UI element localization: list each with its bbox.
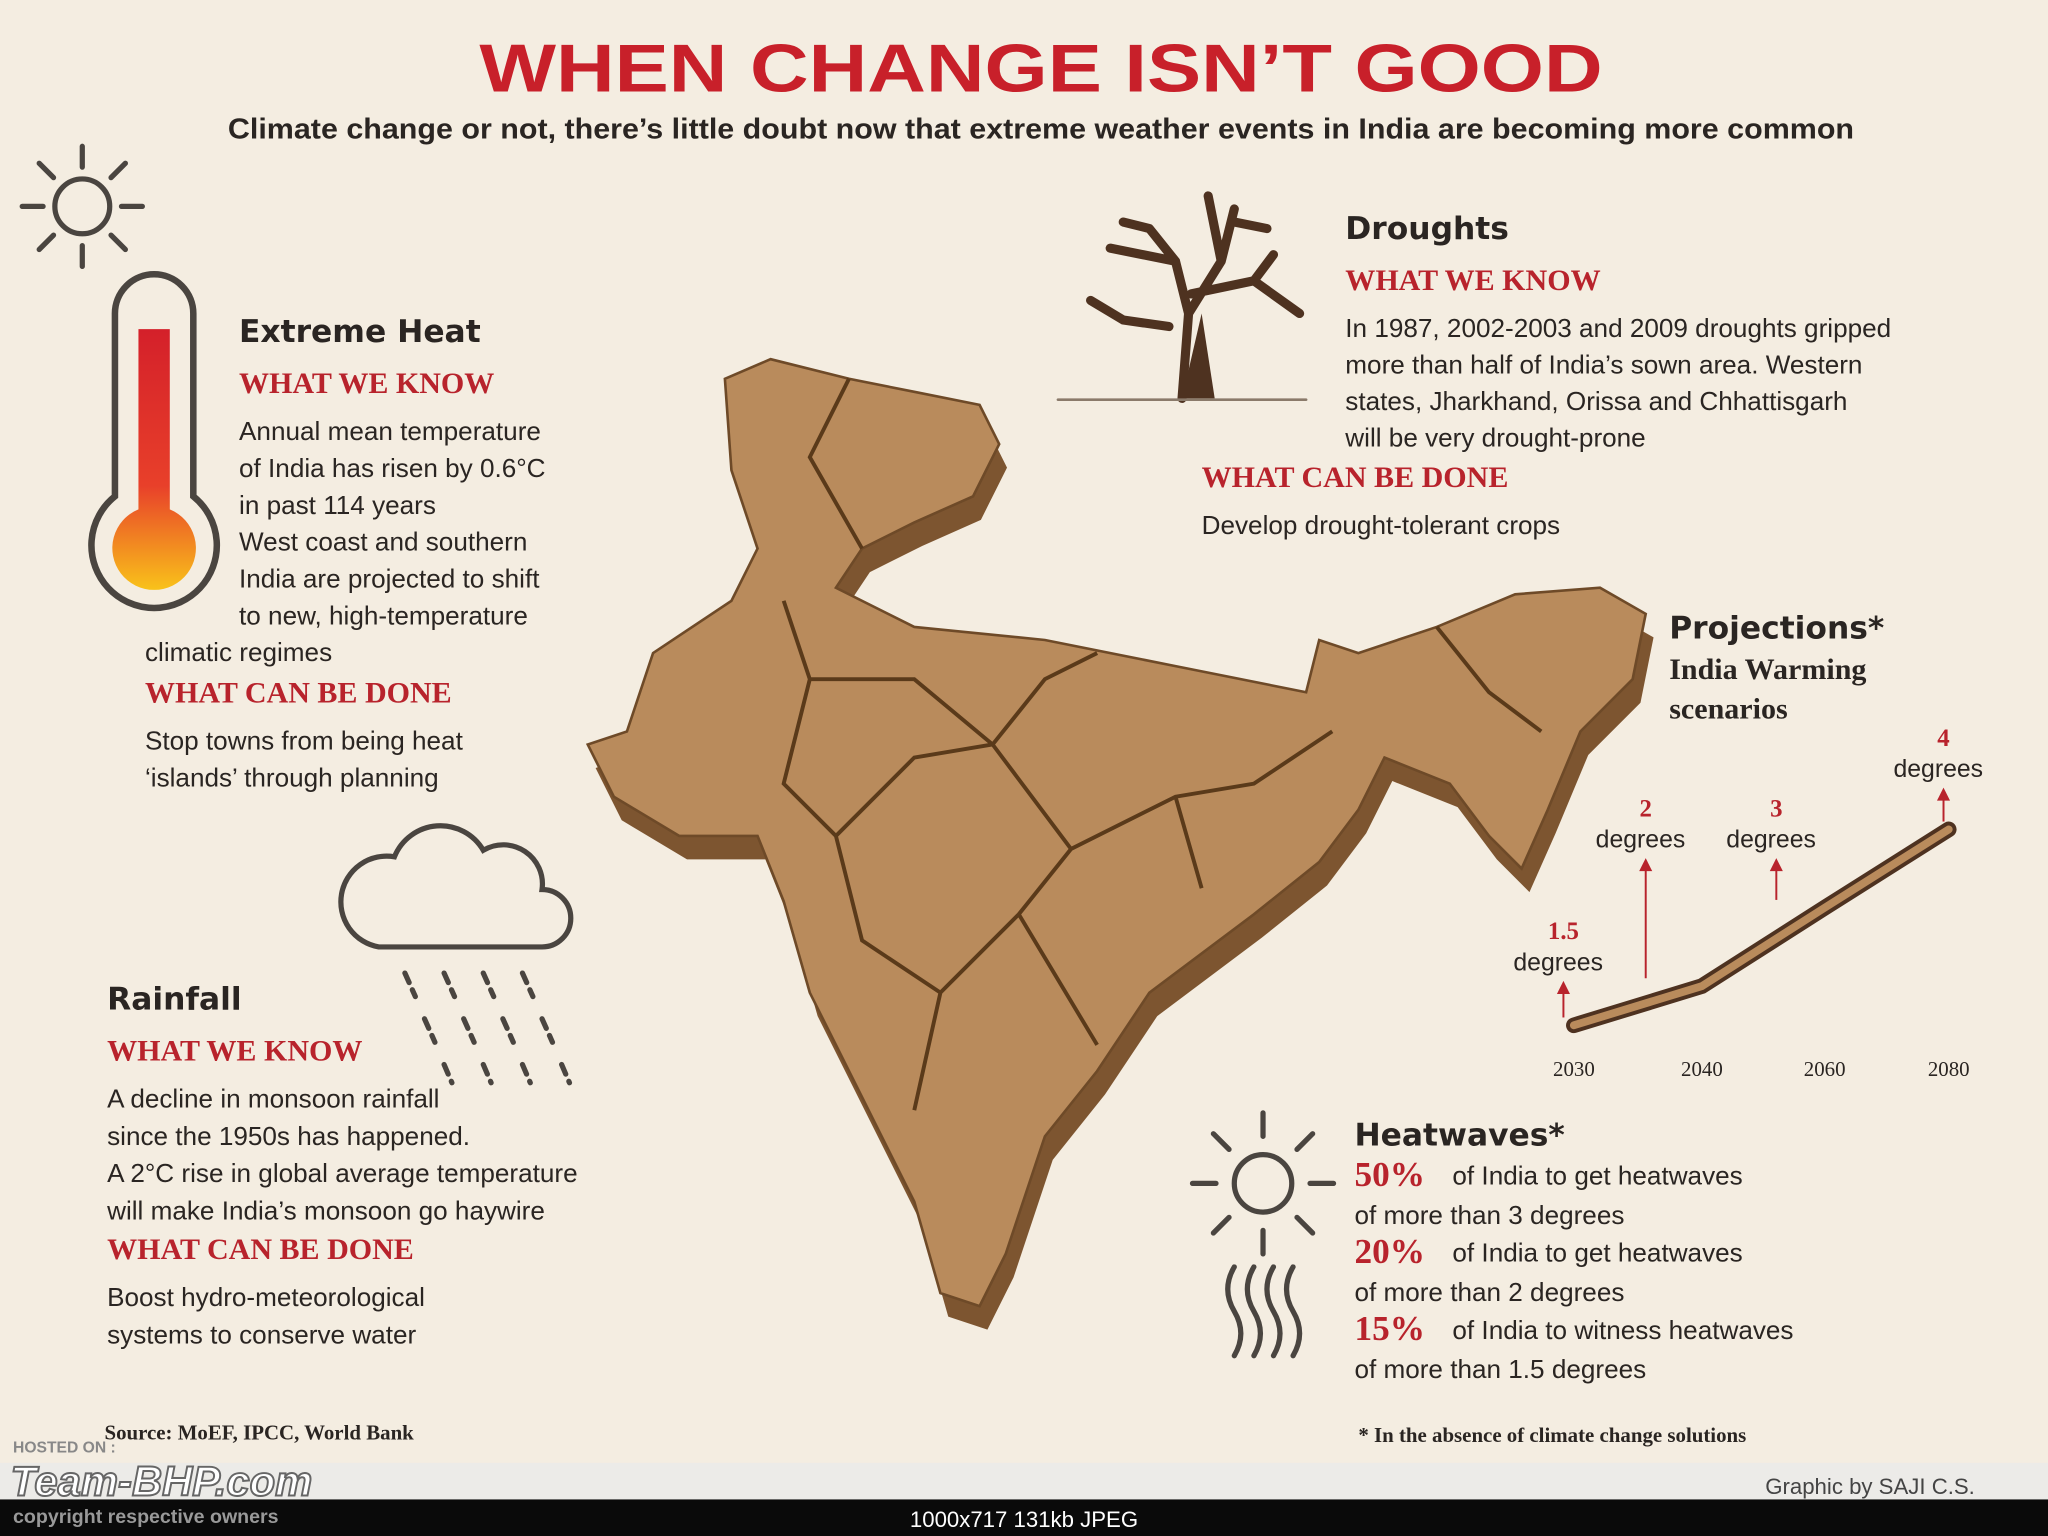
watermark-site: Team-BHP.com [10,1458,312,1505]
india-map [585,357,1654,1330]
know-line: climatic regimes [145,637,332,667]
know-line: more than half of India’s sown area. Wes… [1345,350,1862,380]
know-line: India are projected to shift [239,563,540,593]
arrow-head [1769,858,1783,872]
know-line: Annual mean temperature [239,416,541,446]
credit-strip [0,1462,2048,1500]
heatwave-line: of India to witness heatwaves [1452,1315,1793,1345]
degree-unit: degrees [1596,827,1686,854]
know-line: since the 1950s has happened. [107,1121,470,1151]
projections-title: Projections* [1669,611,1884,647]
know-line: In 1987, 2002-2003 and 2009 droughts gri… [1345,313,1891,343]
watermark-hosted: HOSTED ON : [13,1439,116,1456]
done-line: Develop drought-tolerant crops [1202,510,1560,540]
cloud [338,823,574,950]
degree-value: 3 [1770,795,1782,822]
know-line: to new, high-temperature [239,600,528,630]
footnote: * In the absence of climate change solut… [1358,1423,1746,1447]
heatwave-line: of India to get heatwaves [1452,1161,1742,1191]
degree-value: 1.5 [1548,918,1579,945]
thermometer-fill [112,329,196,590]
year-label: 2060 [1804,1057,1846,1081]
know-line: of India has risen by 0.6°C [239,453,546,483]
degree-value: 2 [1640,795,1652,822]
heatwave-percent: 15% [1354,1309,1425,1348]
done-label: WHAT CAN BE DONE [1202,461,1509,494]
know-label: WHAT WE KNOW [1345,264,1600,297]
heatwave-percent: 20% [1354,1232,1425,1271]
know-line: will be very drought-prone [1344,423,1645,453]
watermark-copyright: copyright respective owners [13,1506,279,1528]
heatwave-line: of India to get heatwaves [1452,1238,1742,1268]
done-line: systems to conserve water [107,1319,416,1349]
degree-unit: degrees [1513,949,1603,976]
know-line: will make India’s monsoon go haywire [106,1195,545,1225]
section-title: Extreme Heat [239,314,481,350]
map-surface [585,357,1648,1308]
cloud-icon [338,823,574,1086]
degree-value: 4 [1937,725,1949,752]
know-line: states, Jharkhand, Orissa and Chhattisga… [1345,386,1847,416]
projections-subtitle: scenarios [1669,692,1787,725]
know-label: WHAT WE KNOW [239,367,494,400]
heatwave-line: of more than 2 degrees [1354,1277,1624,1307]
heat-waves [1225,1264,1303,1359]
done-line: Boost hydro-meteorological [107,1282,425,1312]
arrow-head [1639,858,1653,872]
done-line: Stop towns from being heat [145,726,464,756]
know-label: WHAT WE KNOW [107,1035,362,1068]
heatwaves-title: Heatwaves* [1354,1117,1564,1153]
sun-disc [52,176,113,237]
thermometer-icon [88,271,221,612]
image-info: 1000x717 131kb JPEG [910,1507,1138,1532]
tree-branches [1086,191,1305,403]
know-line: West coast and southern [239,527,527,557]
info-bar [0,1499,2048,1536]
degree-unit: degrees [1726,827,1816,854]
sun-rays [1189,1110,1337,1257]
heat-sun-icon [1189,1110,1337,1359]
sun-rays [19,143,145,270]
heatwave-percent: 50% [1354,1155,1425,1194]
year-label: 2040 [1681,1057,1723,1081]
map-cracks [781,377,1543,1111]
tree-icon [1056,191,1308,403]
know-line: A 2°C rise in global average temperature [107,1158,578,1188]
degree-unit: degrees [1893,756,1983,783]
subtitle: Climate change or not, there’s little do… [228,113,1854,145]
year-label: 2080 [1928,1057,1970,1081]
title: WHEN CHANGE ISN’T GOOD [479,31,1602,106]
heatwave-line: of more than 3 degrees [1354,1200,1624,1230]
done-label: WHAT CAN BE DONE [145,677,452,710]
arrow-head [1936,787,1951,801]
rain [402,970,573,1086]
tree-trunk [1182,313,1215,399]
done-line: ‘islands’ through planning [145,763,439,793]
sun-icon [19,143,145,270]
arrow-head [1556,980,1570,994]
sun-disc [1231,1152,1295,1215]
year-label: 2030 [1553,1057,1595,1081]
warming-line [1569,825,1953,1030]
heatwave-line: of more than 1.5 degrees [1354,1354,1646,1384]
projections-subtitle: India Warming [1669,653,1866,686]
done-label: WHAT CAN BE DONE [107,1233,414,1266]
source: Source: MoEF, IPCC, World Bank [104,1420,414,1444]
know-line: A decline in monsoon rainfall [107,1084,439,1114]
know-line: in past 114 years [239,490,436,520]
section-title: Droughts [1345,211,1509,247]
credit: Graphic by SAJI C.S. [1765,1474,1975,1499]
section-title: Rainfall [107,982,242,1018]
